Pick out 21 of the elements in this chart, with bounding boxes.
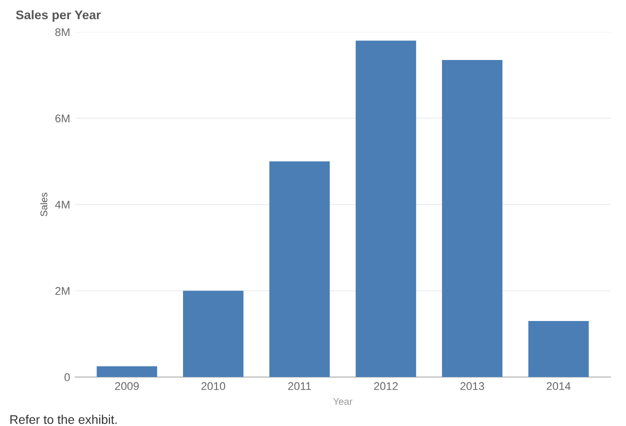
y-tick-label: 6M xyxy=(55,114,70,122)
bar xyxy=(269,161,330,378)
x-tick-label: 2012 xyxy=(374,382,398,390)
chart-title: Sales per Year xyxy=(16,10,101,22)
bar xyxy=(96,366,158,378)
y-tick-label: 8M xyxy=(55,28,70,36)
bar xyxy=(356,40,416,378)
y-tick-label: 2M xyxy=(55,287,70,295)
x-tick-label: 2013 xyxy=(460,382,484,390)
x-tick-label: 2009 xyxy=(115,382,139,390)
x-tick-label: 2014 xyxy=(546,382,571,390)
text: Refer to the exhibit. xyxy=(10,414,117,424)
bar xyxy=(183,290,244,378)
bar xyxy=(528,320,589,378)
y-tick-label: 4M xyxy=(55,200,70,209)
x-axis-title: Year xyxy=(333,398,352,405)
y-tick-label: 0 xyxy=(64,373,70,382)
x-tick-label: 2011 xyxy=(288,382,311,390)
bar xyxy=(442,60,502,378)
x-tick-label: 2010 xyxy=(201,382,226,390)
y-axis-title: Sales xyxy=(40,192,48,216)
